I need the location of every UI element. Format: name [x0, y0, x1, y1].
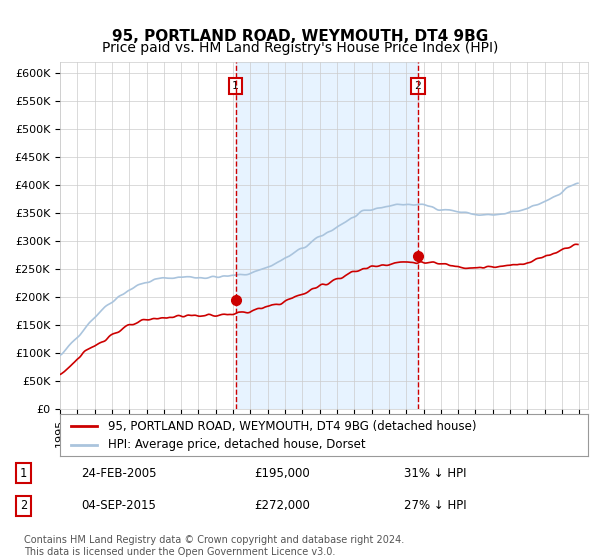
Text: 95, PORTLAND ROAD, WEYMOUTH, DT4 9BG: 95, PORTLAND ROAD, WEYMOUTH, DT4 9BG: [112, 29, 488, 44]
Text: 2: 2: [415, 81, 421, 91]
Text: £195,000: £195,000: [254, 467, 310, 480]
Text: £272,000: £272,000: [254, 499, 310, 512]
Text: HPI: Average price, detached house, Dorset: HPI: Average price, detached house, Dors…: [107, 438, 365, 451]
Text: 27% ↓ HPI: 27% ↓ HPI: [404, 499, 466, 512]
Text: Price paid vs. HM Land Registry's House Price Index (HPI): Price paid vs. HM Land Registry's House …: [102, 41, 498, 55]
Text: 04-SEP-2015: 04-SEP-2015: [81, 499, 156, 512]
Text: 1: 1: [232, 81, 239, 91]
Text: 95, PORTLAND ROAD, WEYMOUTH, DT4 9BG (detached house): 95, PORTLAND ROAD, WEYMOUTH, DT4 9BG (de…: [107, 419, 476, 433]
Text: 31% ↓ HPI: 31% ↓ HPI: [404, 467, 466, 480]
Text: Contains HM Land Registry data © Crown copyright and database right 2024.
This d: Contains HM Land Registry data © Crown c…: [24, 535, 404, 557]
Text: 2: 2: [20, 499, 27, 512]
Bar: [236, 62, 418, 409]
Text: 24-FEB-2005: 24-FEB-2005: [81, 467, 157, 480]
Text: 1: 1: [20, 467, 27, 480]
